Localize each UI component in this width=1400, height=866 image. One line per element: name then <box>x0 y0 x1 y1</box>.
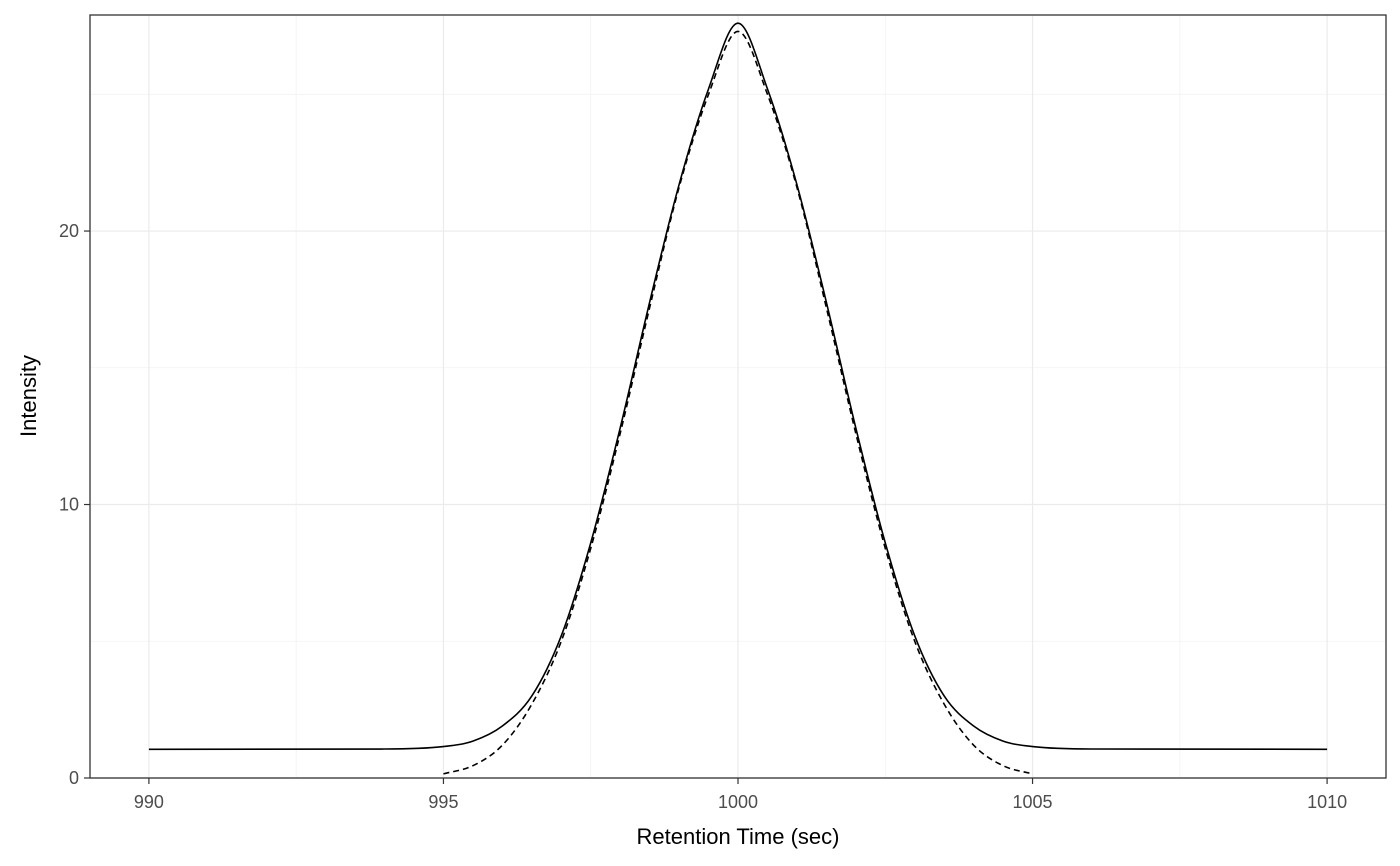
major-gridlines-x <box>148 15 1328 778</box>
x-tick-label: 1000 <box>718 792 758 812</box>
minor-gridlines-x <box>295 15 1181 778</box>
y-tick-label: 0 <box>69 768 79 788</box>
x-axis-title: Retention Time (sec) <box>637 824 840 849</box>
series-layer <box>148 22 1328 775</box>
y-tick-label: 20 <box>59 221 79 241</box>
dashed-series-line <box>443 30 1033 775</box>
y-axis-title: Intensity <box>16 355 41 437</box>
y-tick-label: 10 <box>59 495 79 515</box>
y-axis: 0 10 20 <box>59 221 90 788</box>
x-tick-label: 990 <box>134 792 164 812</box>
solid-series-line <box>148 22 1328 751</box>
x-tick-label: 995 <box>428 792 458 812</box>
x-axis: 990 995 1000 1005 1010 <box>134 778 1347 812</box>
x-tick-label: 1005 <box>1013 792 1053 812</box>
x-tick-label: 1010 <box>1307 792 1347 812</box>
